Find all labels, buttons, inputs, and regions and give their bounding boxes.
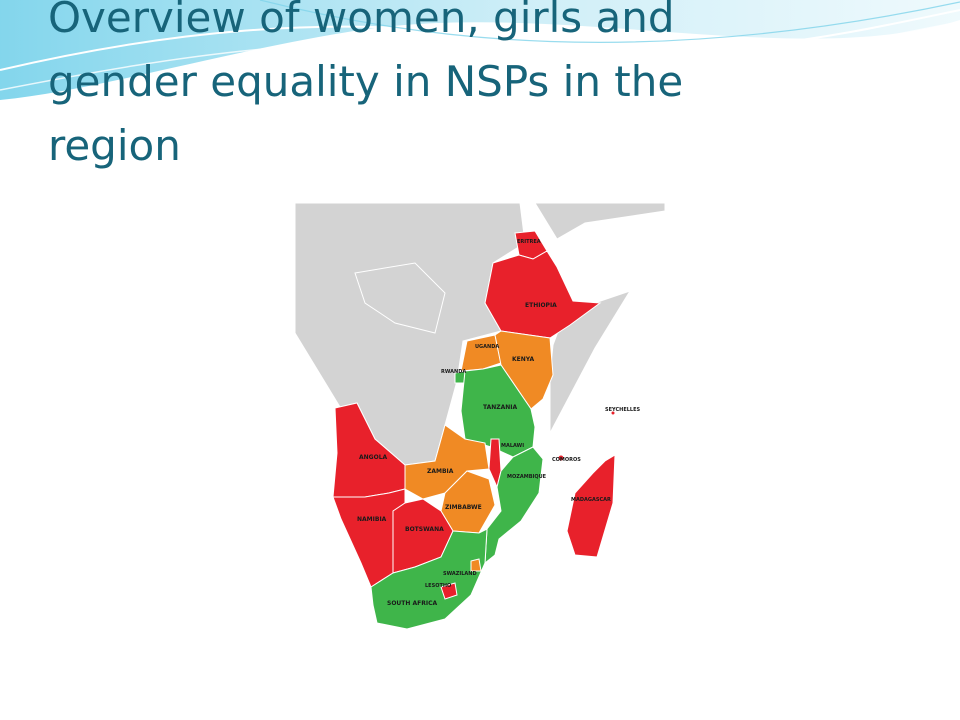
label-swaziland: SWAZILAND xyxy=(443,571,477,577)
country-ethiopia xyxy=(484,250,602,339)
label-namibia: NAMIBIA xyxy=(357,516,387,523)
country-labels: ERITREA ETHIOPIA UGANDA KENYA RWANDA TAN… xyxy=(357,239,641,607)
label-malawi: MALAWI xyxy=(501,443,524,449)
country-zambia xyxy=(404,424,490,500)
label-angola: ANGOLA xyxy=(359,454,388,461)
country-comoros xyxy=(557,454,565,462)
header-wave-decoration xyxy=(0,0,960,100)
country-madagascar xyxy=(566,454,616,558)
label-uganda: UGANDA xyxy=(475,344,499,350)
slide-title: Overview of women, girls and gender equa… xyxy=(48,0,928,178)
label-seychelles: SEYCHELLES xyxy=(605,407,641,413)
label-rwanda: RWANDA xyxy=(441,369,466,375)
other-land xyxy=(295,203,665,466)
label-madagascar: MADAGASCAR xyxy=(571,497,611,503)
label-zambia: ZAMBIA xyxy=(427,468,454,475)
label-eritrea: ERITREA xyxy=(517,239,541,245)
countries-layer xyxy=(332,230,616,630)
country-lesotho xyxy=(440,582,458,600)
country-uganda xyxy=(460,334,502,372)
title-line-3: region xyxy=(48,121,181,170)
country-south-africa xyxy=(370,528,488,630)
label-lesotho: LESOTHO xyxy=(425,583,451,589)
label-comoros: COMOROS xyxy=(552,457,581,463)
label-botswana: BOTSWANA xyxy=(405,526,444,533)
label-south-africa: SOUTH AFRICA xyxy=(387,600,437,607)
region-map: ERITREA ETHIOPIA UGANDA KENYA RWANDA TAN… xyxy=(295,203,665,665)
title-line-2: gender equality in NSPs in the xyxy=(48,57,684,106)
country-seychelles xyxy=(610,410,616,416)
label-zimbabwe: ZIMBABWE xyxy=(445,504,482,511)
label-mozambique: MOZAMBIQUE xyxy=(507,474,547,480)
label-kenya: KENYA xyxy=(512,356,535,363)
label-ethiopia: ETHIOPIA xyxy=(525,302,557,309)
country-kenya xyxy=(494,330,554,410)
title-line-1: Overview of women, girls and xyxy=(48,0,675,42)
label-tanzania: TANZANIA xyxy=(483,404,518,411)
country-swaziland xyxy=(470,558,482,572)
